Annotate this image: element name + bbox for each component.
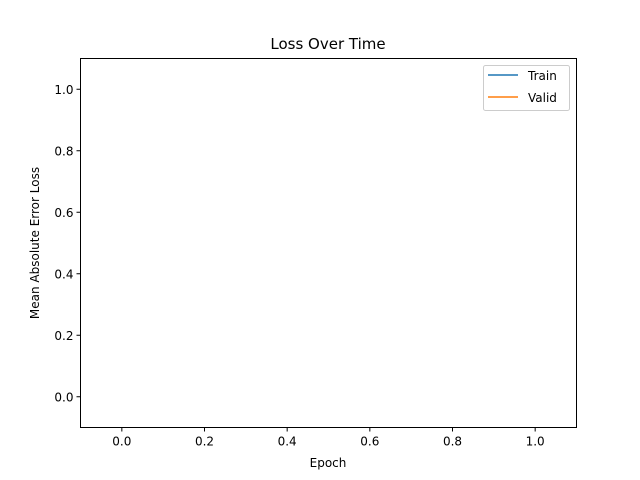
legend-label-valid: Valid <box>528 91 557 105</box>
x-axis-label: Epoch <box>310 456 347 470</box>
legend: Train Valid <box>483 65 570 111</box>
x-tick-label: 0.6 <box>360 435 379 449</box>
y-axis-label: Mean Absolute Error Loss <box>28 167 42 319</box>
legend-label-train: Train <box>527 69 557 83</box>
legend-frame <box>483 65 570 111</box>
y-tick-label: 0.0 <box>54 390 73 404</box>
x-tick-label: 0.4 <box>278 435 297 449</box>
x-tick-label: 0.8 <box>443 435 462 449</box>
x-tick-label: 0.0 <box>112 435 131 449</box>
y-tick-label: 1.0 <box>54 83 73 97</box>
y-tick-label: 0.6 <box>54 206 73 220</box>
plot-frame <box>80 58 577 428</box>
y-tick-label: 0.4 <box>54 267 73 281</box>
x-axis-ticks: 0.0 0.2 0.4 0.6 0.8 1.0 <box>112 427 545 449</box>
x-tick-label: 1.0 <box>526 435 545 449</box>
y-tick-label: 0.8 <box>54 144 73 158</box>
y-tick-label: 0.2 <box>54 329 73 343</box>
y-axis-ticks: 0.0 0.2 0.4 0.6 0.8 1.0 <box>54 83 81 404</box>
chart-title: Loss Over Time <box>270 35 385 53</box>
plot-area <box>80 58 577 428</box>
x-tick-label: 0.2 <box>195 435 214 449</box>
